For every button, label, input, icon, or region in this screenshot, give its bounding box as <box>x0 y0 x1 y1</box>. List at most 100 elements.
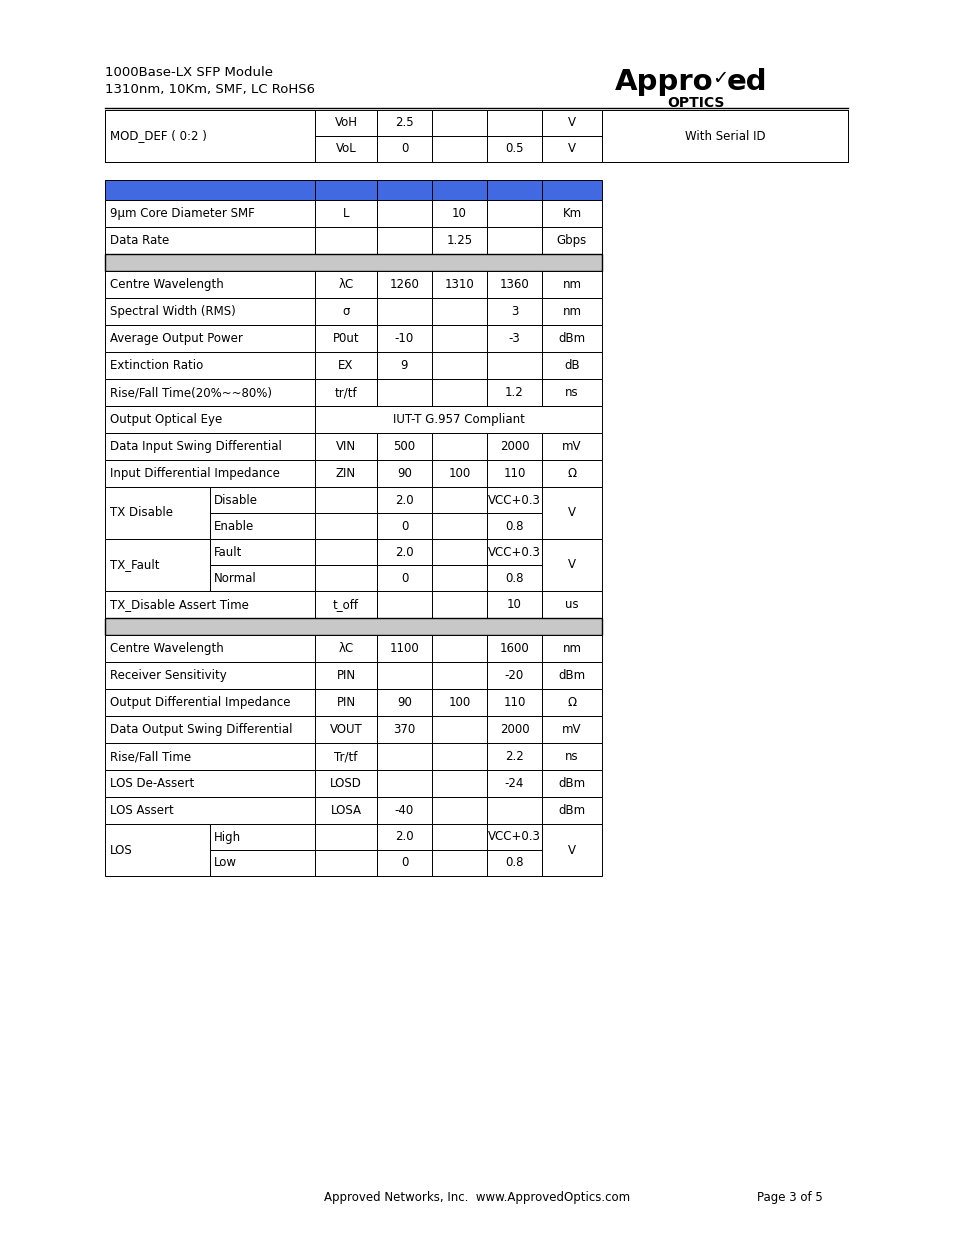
Bar <box>105 635 314 662</box>
Bar <box>314 635 376 662</box>
Text: nm: nm <box>562 278 581 291</box>
Bar <box>376 662 432 689</box>
Text: ZIN: ZIN <box>335 467 355 480</box>
Bar <box>376 564 432 592</box>
Bar <box>432 270 486 298</box>
Text: dB: dB <box>563 359 579 372</box>
Text: 0.8: 0.8 <box>505 857 523 869</box>
Bar <box>314 379 376 406</box>
Bar <box>210 850 314 876</box>
Text: Page 3 of 5: Page 3 of 5 <box>757 1191 822 1203</box>
Bar <box>314 824 376 850</box>
Bar <box>376 824 432 850</box>
Bar <box>376 459 432 487</box>
Bar <box>314 298 376 325</box>
Bar <box>541 227 601 254</box>
Text: 1.25: 1.25 <box>446 233 472 247</box>
Text: ns: ns <box>564 750 578 763</box>
Bar <box>314 487 376 513</box>
Bar <box>541 662 601 689</box>
Bar <box>105 824 210 876</box>
Text: L: L <box>342 207 349 220</box>
Bar <box>486 136 541 162</box>
Bar <box>486 564 541 592</box>
Bar <box>210 824 314 850</box>
Text: IUT-T G.957 Compliant: IUT-T G.957 Compliant <box>392 412 524 426</box>
Bar <box>541 379 601 406</box>
Bar <box>432 538 486 564</box>
Bar <box>105 325 314 352</box>
Bar <box>210 487 314 513</box>
Bar <box>105 716 314 743</box>
Bar <box>105 352 314 379</box>
Text: LOSD: LOSD <box>330 777 361 790</box>
Text: Ω: Ω <box>567 467 576 480</box>
Bar <box>432 200 486 227</box>
Text: nm: nm <box>562 642 581 655</box>
Bar <box>105 298 314 325</box>
Text: 0.8: 0.8 <box>505 520 523 532</box>
Bar <box>486 352 541 379</box>
Bar <box>541 136 601 162</box>
Bar <box>376 716 432 743</box>
Bar <box>314 689 376 716</box>
Text: 0.5: 0.5 <box>505 142 523 156</box>
Bar <box>486 487 541 513</box>
Text: Gbps: Gbps <box>557 233 586 247</box>
Text: VIN: VIN <box>335 440 355 453</box>
Bar <box>432 824 486 850</box>
Text: 2.0: 2.0 <box>395 830 414 844</box>
Bar <box>314 459 376 487</box>
Bar <box>486 592 541 618</box>
Text: Km: Km <box>562 207 581 220</box>
Bar <box>432 564 486 592</box>
Bar <box>376 487 432 513</box>
Bar <box>541 487 601 538</box>
Text: Extinction Ratio: Extinction Ratio <box>110 359 203 372</box>
Bar <box>601 110 847 136</box>
Text: 90: 90 <box>396 697 412 709</box>
Text: Normal: Normal <box>213 572 256 584</box>
Bar <box>105 797 314 824</box>
Bar <box>432 459 486 487</box>
Text: 110: 110 <box>503 697 525 709</box>
Bar <box>376 180 432 200</box>
Text: 1310: 1310 <box>444 278 474 291</box>
Bar <box>486 513 541 538</box>
Text: -20: -20 <box>504 669 523 682</box>
Bar <box>105 769 314 797</box>
Text: VCC+0.3: VCC+0.3 <box>488 494 540 506</box>
Bar <box>376 850 432 876</box>
Text: 1600: 1600 <box>499 642 529 655</box>
Bar <box>314 564 376 592</box>
Bar <box>541 538 601 592</box>
Text: PIN: PIN <box>336 669 355 682</box>
Bar <box>432 592 486 618</box>
Bar <box>105 180 314 200</box>
Bar <box>486 635 541 662</box>
Text: Receiver Sensitivity: Receiver Sensitivity <box>110 669 227 682</box>
Text: Data Input Swing Differential: Data Input Swing Differential <box>110 440 281 453</box>
Text: 0: 0 <box>400 857 408 869</box>
Text: tr/tf: tr/tf <box>335 387 357 399</box>
Text: 90: 90 <box>396 467 412 480</box>
Text: VoL: VoL <box>335 142 356 156</box>
Bar <box>314 513 376 538</box>
Bar <box>486 824 541 850</box>
Bar <box>314 850 376 876</box>
Text: 1100: 1100 <box>389 642 419 655</box>
Bar <box>432 689 486 716</box>
Text: EX: EX <box>338 359 354 372</box>
Bar <box>432 180 486 200</box>
Bar <box>376 352 432 379</box>
Text: mV: mV <box>561 440 581 453</box>
Text: PIN: PIN <box>336 697 355 709</box>
Text: ed: ed <box>726 68 767 96</box>
Bar <box>376 200 432 227</box>
Bar <box>314 325 376 352</box>
Text: With Serial ID: With Serial ID <box>684 130 764 142</box>
Bar <box>105 136 314 162</box>
Bar <box>105 110 314 162</box>
Text: Spectral Width (RMS): Spectral Width (RMS) <box>110 305 235 317</box>
Text: 2.0: 2.0 <box>395 546 414 558</box>
